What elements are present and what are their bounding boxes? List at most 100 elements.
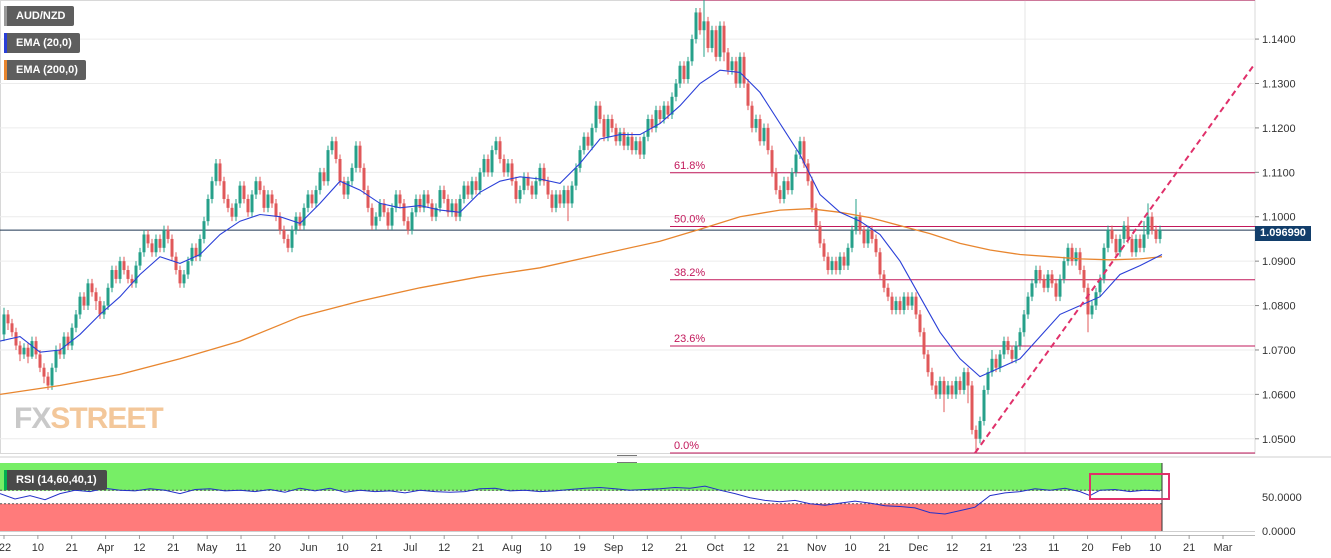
candle-body: [482, 158, 486, 173]
candle-body: [258, 181, 262, 191]
candle-body: [418, 198, 422, 208]
time-tick-label: Aug: [502, 542, 522, 554]
candle-body: [446, 198, 450, 213]
time-tick-label: 11: [235, 542, 246, 554]
candle-body: [42, 367, 46, 377]
candle-body: [162, 230, 166, 248]
candle-body: [94, 292, 98, 302]
candle-body: [126, 270, 130, 279]
candle-body: [154, 238, 158, 253]
candle-body: [946, 385, 950, 395]
candle-body: [634, 141, 638, 151]
candle-body: [330, 141, 334, 151]
candle-body: [198, 238, 202, 257]
ema200-swatch: [4, 60, 7, 80]
candle-body: [282, 230, 286, 239]
candle-body: [230, 207, 234, 217]
rsi-tick-label: 50.0000: [1262, 492, 1302, 504]
candle-body: [378, 203, 382, 217]
candle-body: [726, 52, 730, 71]
legend-ema20[interactable]: EMA (20,0): [4, 33, 80, 53]
candle-body: [1034, 270, 1038, 284]
candle-body: [354, 145, 358, 168]
candle-body: [1074, 252, 1078, 262]
time-tick-label: 10: [844, 542, 856, 554]
candle-body: [918, 314, 922, 333]
rsi-zones: [0, 463, 1163, 531]
candle-body: [510, 163, 514, 182]
fib-label: 38.2%: [674, 267, 705, 279]
legend-rsi[interactable]: RSI (14,60,40,1): [4, 470, 107, 490]
time-tick-label: 10: [1149, 542, 1161, 554]
time-tick-label: '23: [1013, 542, 1027, 554]
candle-body: [430, 203, 434, 217]
candle-body: [1058, 278, 1062, 297]
fib-label: 0.0%: [674, 440, 699, 452]
candle-body: [586, 136, 590, 146]
candle-body: [598, 105, 602, 120]
candle-body: [1066, 247, 1070, 262]
candle-body: [750, 105, 754, 128]
fib-label: 61.8%: [674, 160, 705, 172]
candle-body: [1118, 238, 1122, 253]
candle-body: [590, 127, 594, 146]
candle-body: [746, 83, 750, 106]
candle-body: [174, 256, 178, 271]
legend-symbol[interactable]: AUD/NZD: [4, 6, 74, 26]
time-tick-label: Oct: [707, 542, 724, 554]
candle-body: [694, 12, 698, 40]
candle-body: [770, 150, 774, 173]
rsi-tick-label: 0.0000: [1262, 526, 1296, 538]
candle-body: [1082, 270, 1086, 288]
candle-body: [266, 194, 270, 208]
legend-ema200-text: EMA (200,0): [16, 64, 78, 76]
candle-body: [978, 421, 982, 439]
candle-body: [222, 181, 226, 199]
candle-body: [402, 203, 406, 222]
candle-body: [602, 119, 606, 137]
candle-body: [1050, 274, 1054, 284]
time-tick-label: Apr: [97, 542, 114, 554]
candle-body: [686, 61, 690, 80]
candle-body: [90, 283, 94, 293]
candle-body: [450, 203, 454, 213]
price-tick-label: 1.0500: [1262, 434, 1296, 446]
candle-body: [822, 243, 826, 257]
candle-body: [366, 190, 370, 208]
candle-body: [846, 247, 850, 266]
candle-body: [370, 207, 374, 226]
candle-body: [1110, 230, 1114, 239]
candle-body: [278, 216, 282, 231]
candle-body: [34, 341, 38, 355]
candle-body: [1150, 216, 1154, 231]
current-price-tag: 1.096990: [1255, 226, 1311, 241]
candle-body: [270, 194, 274, 204]
rsi-swatch: [4, 470, 7, 490]
time-tick-label: 21: [472, 542, 484, 554]
candle-body: [554, 194, 558, 208]
candle-body: [894, 301, 898, 310]
ema200-line: [0, 208, 1163, 396]
candle-body: [798, 141, 802, 155]
price-tick-label: 1.0900: [1262, 256, 1296, 268]
candle-body: [638, 141, 642, 155]
candle-body: [18, 345, 22, 355]
candle-body: [698, 12, 702, 31]
fxstreet-watermark-logo: FXSTREET: [14, 402, 164, 436]
candle-body: [738, 56, 742, 84]
candle-body: [170, 238, 174, 257]
candle-body: [346, 181, 350, 195]
candle-body: [326, 150, 330, 182]
candle-body: [834, 261, 838, 271]
candle-body: [310, 194, 314, 204]
candle-body: [394, 194, 398, 208]
candle-body: [1106, 230, 1110, 248]
candle-body: [782, 181, 786, 199]
legend-ema200[interactable]: EMA (200,0): [4, 60, 86, 80]
candle-body: [690, 39, 694, 62]
time-tick-label: 21: [878, 542, 890, 554]
pane-resize-handle[interactable]: [617, 455, 637, 463]
candle-body: [1022, 314, 1026, 333]
candle-body: [338, 158, 342, 182]
